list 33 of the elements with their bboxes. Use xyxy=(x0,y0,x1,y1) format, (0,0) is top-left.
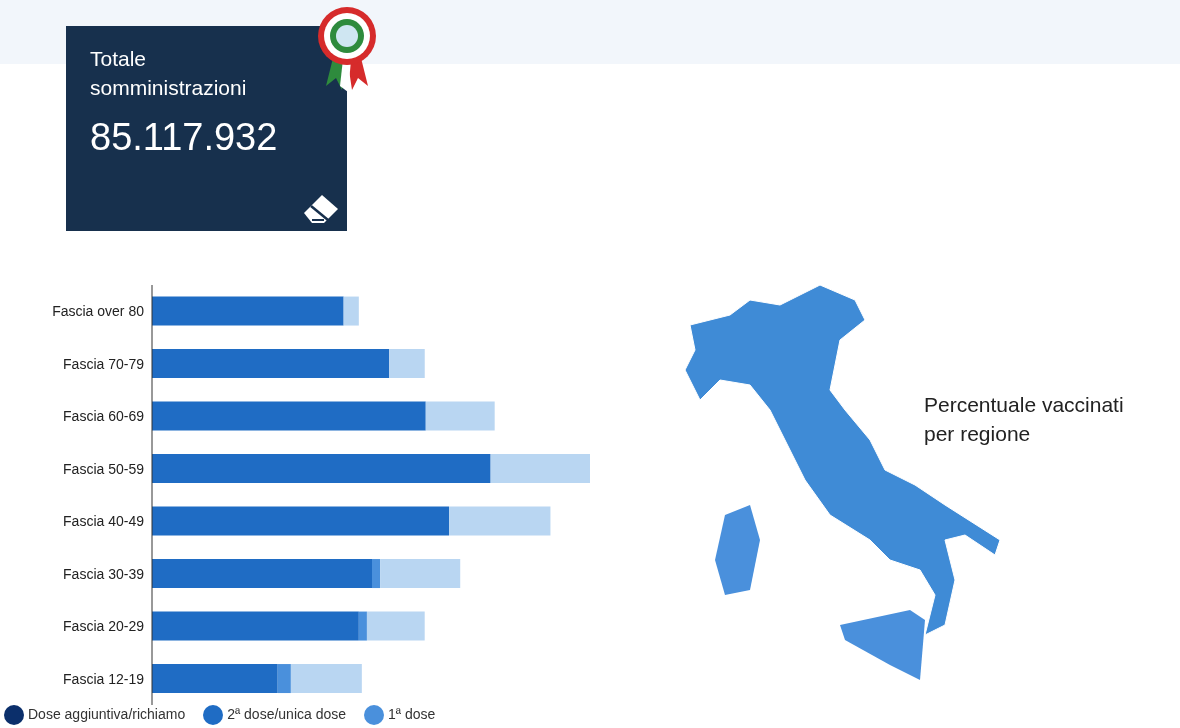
bar xyxy=(277,664,291,694)
y-tick-label: Fascia 12-19 xyxy=(63,670,145,687)
text: 85.117.932 xyxy=(90,116,278,159)
bar xyxy=(152,401,426,431)
bar xyxy=(152,454,491,484)
y-tick-label: Fascia 50-59 xyxy=(63,460,145,477)
bar xyxy=(152,559,373,589)
bar xyxy=(152,664,278,694)
bar xyxy=(490,454,590,484)
legend-label: Dose aggiuntiva/richiamo xyxy=(28,705,186,722)
bar xyxy=(366,611,425,641)
bar xyxy=(152,296,344,326)
y-tick-label: Fascia over 80 xyxy=(52,303,145,320)
text: Totale somministrazioni xyxy=(90,46,248,101)
bar xyxy=(290,664,362,694)
bar xyxy=(358,611,367,641)
text: Percentuale vaccinati per regione xyxy=(924,392,1125,447)
y-tick-label: Fascia 40-49 xyxy=(63,513,145,530)
bar xyxy=(449,506,551,536)
bar xyxy=(389,349,425,379)
bar xyxy=(380,559,461,589)
bar xyxy=(152,349,390,379)
bar xyxy=(425,401,495,431)
bar xyxy=(343,296,359,326)
y-tick-label: Fascia 60-69 xyxy=(63,408,145,425)
legend-label: 1ª dose xyxy=(388,705,436,722)
bar xyxy=(152,611,359,641)
bar xyxy=(372,559,381,589)
bar xyxy=(152,506,450,536)
legend-label: 2ª dose/unica dose xyxy=(227,705,347,722)
y-tick-label: Fascia 70-79 xyxy=(63,355,145,372)
y-tick-label: Fascia 20-29 xyxy=(63,618,145,635)
y-tick-label: Fascia 30-39 xyxy=(63,565,145,582)
